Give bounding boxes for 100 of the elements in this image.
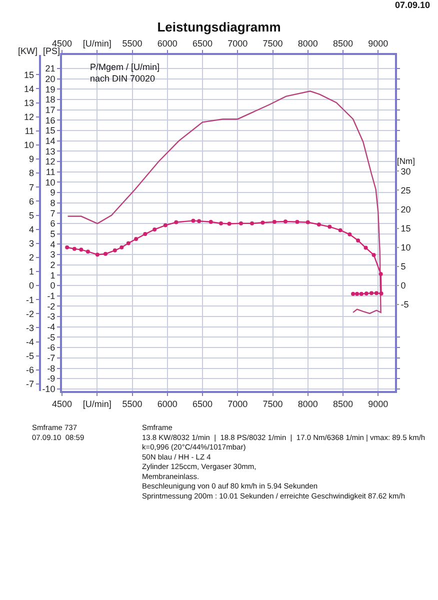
y2-tick-label: 14	[24, 84, 34, 94]
y3-tick-label: -5	[400, 300, 409, 310]
y-tick-label: 4	[50, 239, 56, 250]
point	[239, 221, 244, 226]
point	[328, 224, 332, 229]
y2-tick-label: 1	[29, 266, 34, 277]
y2-tick-label: 7	[29, 182, 34, 192]
point	[120, 245, 124, 250]
point	[143, 232, 148, 236]
point	[208, 220, 213, 224]
y-tick-label: 12	[45, 156, 56, 167]
y3-tick-label: 25	[400, 185, 411, 196]
y-tick-label: -9	[47, 374, 56, 384]
point	[295, 220, 300, 224]
x-tick-label: 8000	[298, 38, 318, 48]
y-tick-label: -2	[47, 301, 56, 312]
point	[260, 220, 265, 225]
y2-tick-label: -4	[26, 336, 34, 347]
y-tick-label: 17	[45, 104, 56, 115]
x-tick-label: 5500	[122, 38, 142, 48]
point	[364, 291, 368, 296]
y2-tick-label: 12	[24, 112, 34, 122]
point	[227, 222, 232, 226]
y-tick-label: -4	[47, 322, 56, 332]
y3-tick-label: 15	[400, 223, 411, 234]
y-tick-label: -1	[47, 291, 56, 302]
line-series	[67, 90, 382, 314]
y2-tick-label: -3	[26, 322, 34, 333]
x2-tick-label: 8500	[332, 398, 354, 409]
point	[378, 272, 383, 276]
y2-tick-label: -2	[26, 308, 34, 319]
y-axis-title: [PS]	[43, 46, 60, 56]
y-tick-label: -8	[47, 363, 56, 374]
y3-tick-label: 10	[400, 242, 411, 253]
point	[218, 221, 223, 226]
point	[374, 291, 378, 296]
y2-tick-label: 8	[29, 168, 34, 178]
y2-axis-title: [KW]	[18, 46, 38, 56]
point	[348, 232, 352, 236]
y2-tick-label: 9	[29, 154, 34, 164]
x-tick-label: 4500	[52, 38, 72, 48]
x2-tick-label: 9000	[368, 398, 388, 409]
point	[338, 228, 342, 232]
y-tick-label: 11	[46, 166, 56, 177]
point	[134, 237, 138, 241]
y-tick-label: 20	[45, 74, 56, 84]
x2-tick-label: 5500	[122, 398, 142, 409]
point	[79, 248, 84, 252]
y-tick-label: 9	[50, 188, 56, 198]
y-tick-label: -10	[42, 384, 56, 394]
text: 07.09.10	[395, 0, 430, 10]
y2-tick-label: -6	[26, 365, 34, 376]
point	[197, 219, 202, 224]
x-tick-label: [U/min]	[82, 38, 112, 48]
y-tick-label: 10	[45, 177, 56, 188]
y2-tick-label: 11	[24, 126, 34, 136]
point	[272, 220, 276, 224]
x-tick-label: 7000	[228, 38, 248, 48]
point	[174, 220, 178, 224]
y2-tick-label: 15	[24, 70, 34, 80]
y-tick-label: 15	[45, 126, 56, 136]
point	[250, 221, 254, 226]
y-tick-label: 18	[45, 94, 56, 105]
point	[65, 245, 70, 250]
y-tick-label: 1	[50, 270, 56, 280]
y-tick-label: 7	[50, 208, 56, 218]
y-tick-label: 19	[45, 84, 56, 94]
point	[191, 218, 196, 223]
point	[369, 291, 374, 296]
point	[126, 241, 130, 246]
y3-tick-label: 5	[400, 262, 406, 272]
x-tick-label: 6000	[157, 38, 178, 48]
x-tick-label: 9000	[368, 38, 388, 48]
point	[364, 246, 368, 250]
x-tick-label: 8500	[332, 38, 354, 48]
x2-tick-label: 7000	[228, 398, 248, 409]
y2-tick-label: -1	[26, 294, 34, 305]
y2-tick-label: 5	[29, 210, 34, 220]
point	[316, 222, 321, 227]
x2-tick-label: 7500	[262, 398, 283, 409]
point	[152, 227, 157, 232]
point	[72, 246, 76, 251]
y-tick-label: -7	[47, 353, 56, 364]
x2-tick-label: [U/min]	[82, 398, 112, 409]
x-tick-label: 6500	[192, 38, 213, 48]
y-tick-label: 0	[50, 280, 56, 291]
y2-tick-label: -5	[26, 351, 34, 361]
point	[351, 292, 356, 296]
point	[372, 253, 376, 257]
point	[359, 292, 364, 296]
y-tick-label: 13	[45, 146, 56, 156]
point	[163, 223, 168, 228]
y-tick-label: 21	[45, 64, 56, 74]
y2-tick-label: 3	[29, 238, 34, 249]
y-tick-label: 16	[45, 115, 56, 126]
point	[112, 248, 117, 252]
y-tick-label: 3	[50, 250, 56, 260]
point	[95, 252, 100, 257]
y-tick-label: 14	[45, 136, 56, 146]
y-tick-label: 6	[50, 218, 56, 229]
